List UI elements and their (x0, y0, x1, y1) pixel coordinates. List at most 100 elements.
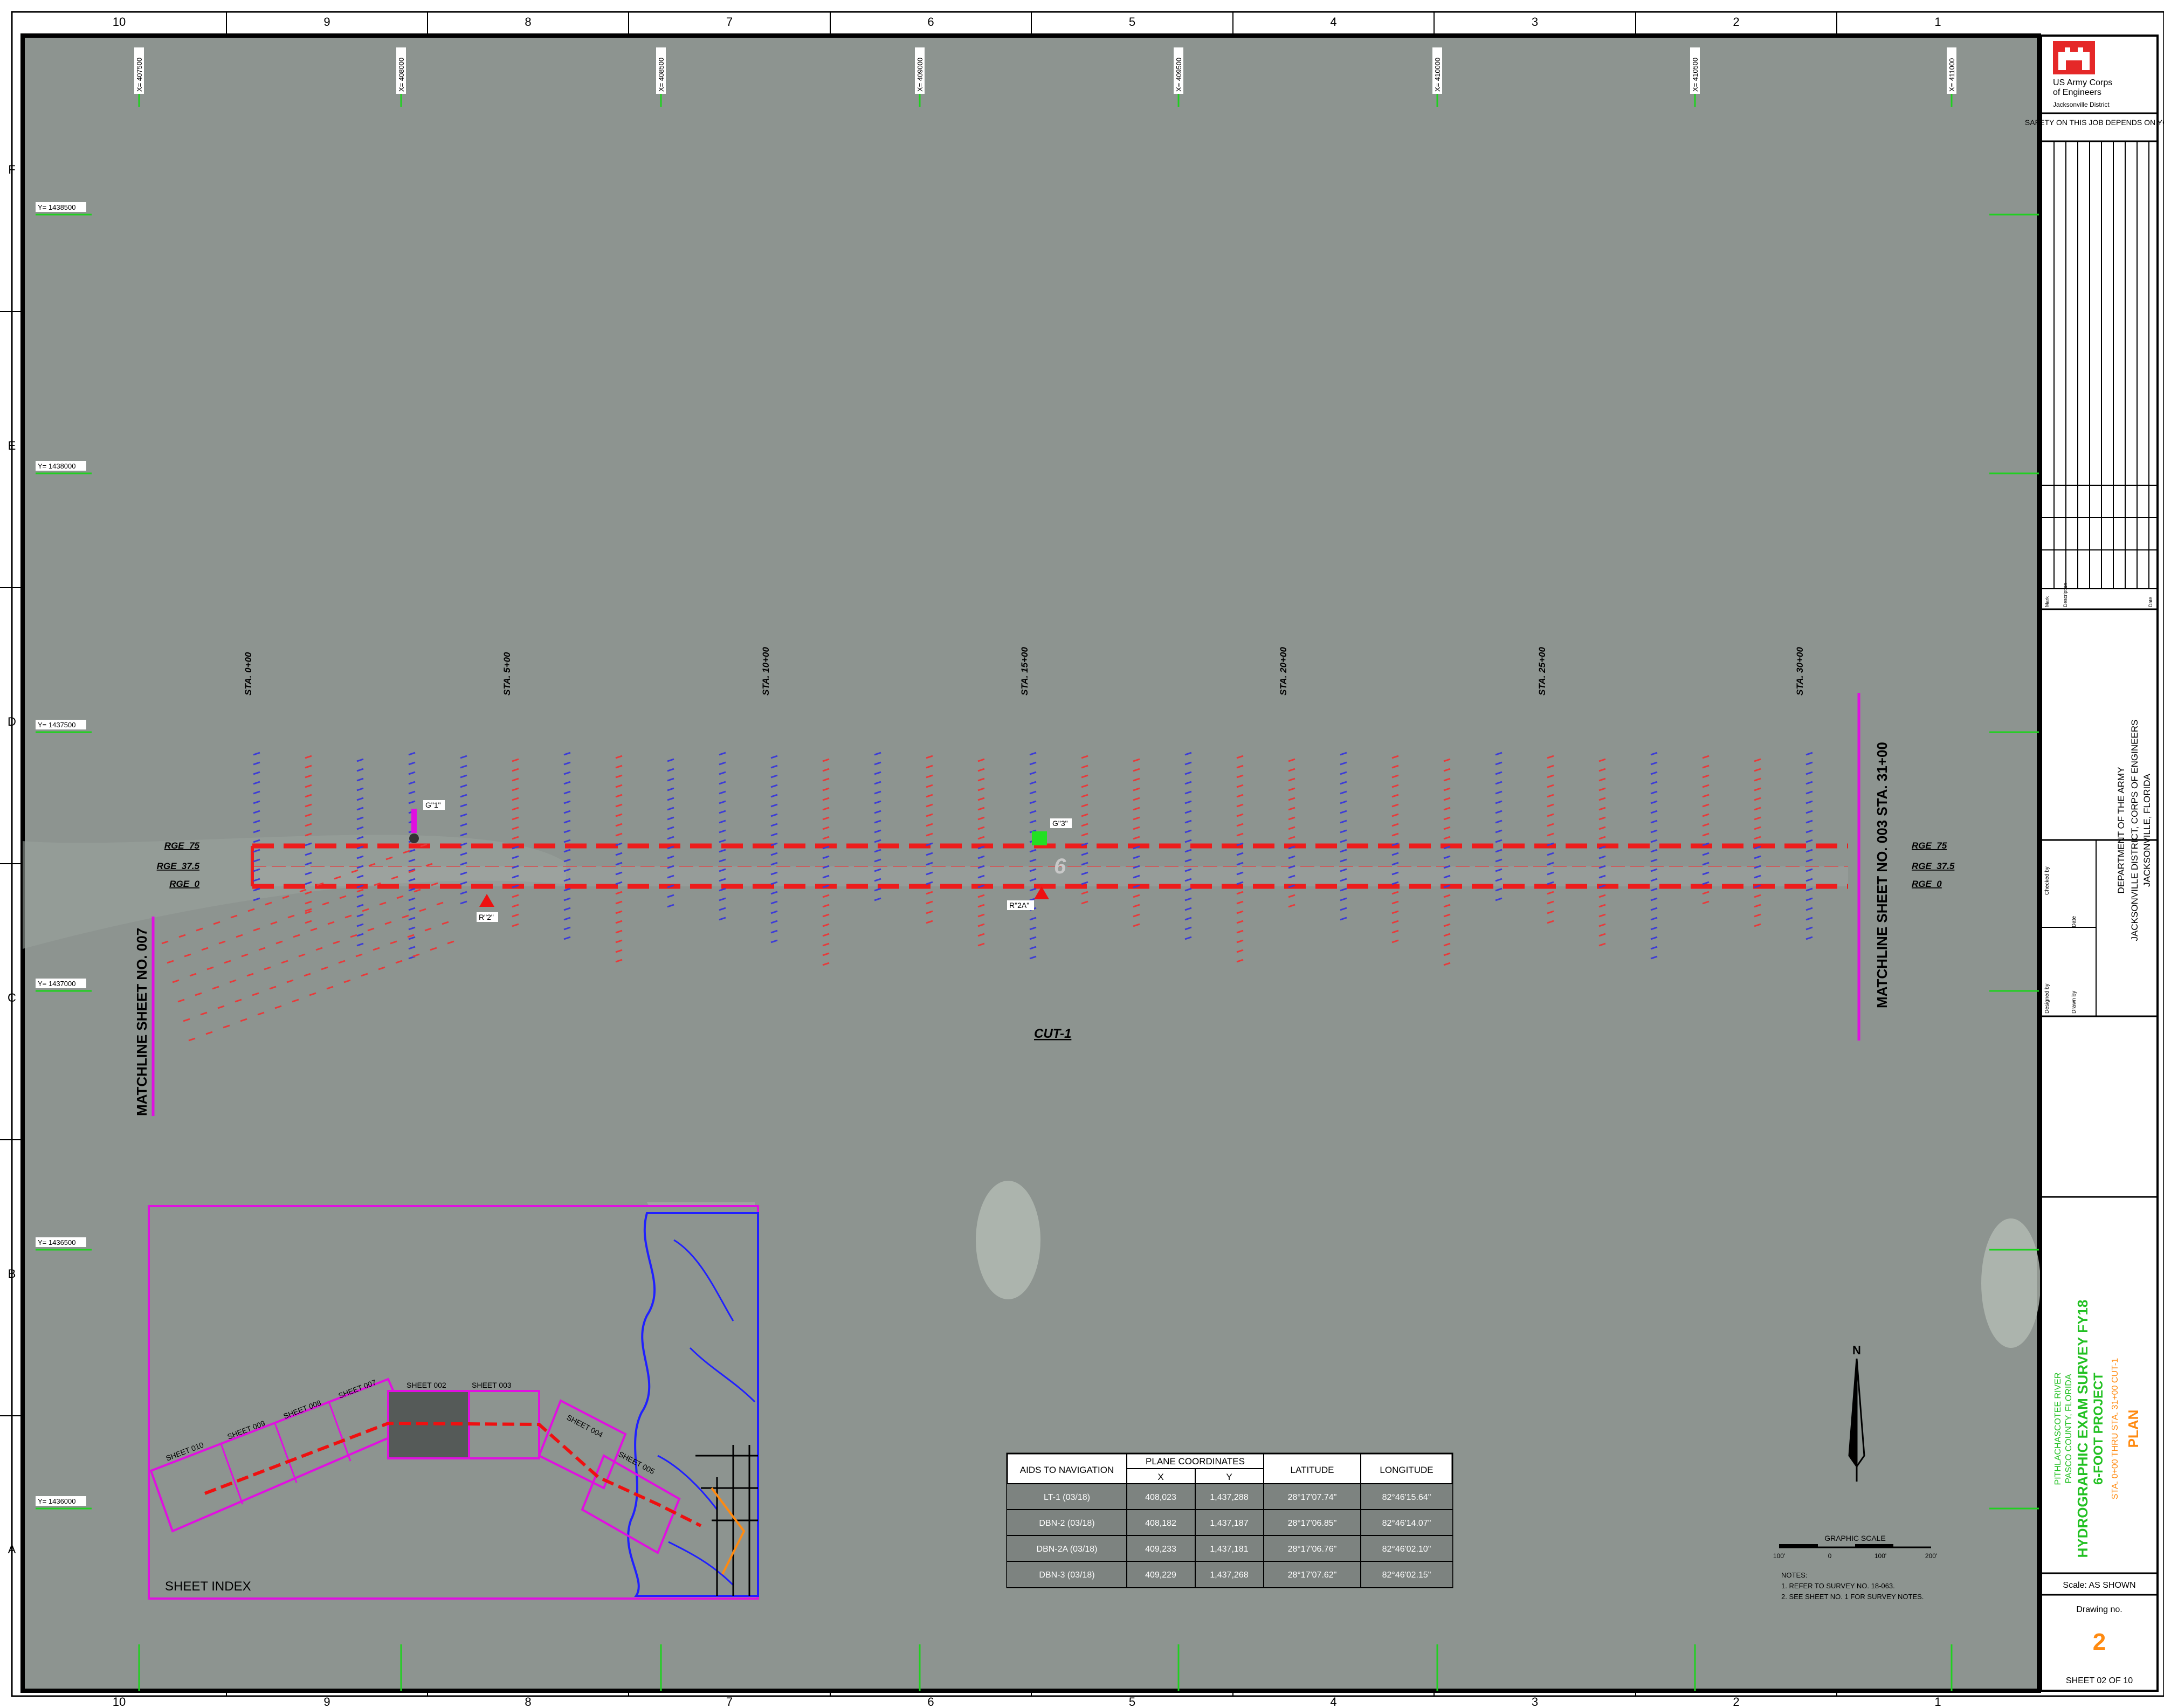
aids-table-cell: LT-1 (03/18) (1044, 1493, 1090, 1502)
cut-label: CUT-1 (1034, 1027, 1071, 1041)
channel-fill (252, 866, 1848, 886)
drawing-title-2: 6-FOOT PROJECT (2091, 1373, 2106, 1485)
x-grid-label: X= 411000 (1948, 58, 1956, 92)
x-grid-label: X= 409500 (1175, 58, 1183, 92)
station-label: STA. 20+00 (1278, 647, 1288, 695)
station-label: STA. 15+00 (1019, 647, 1030, 695)
checked-by-label: Checked by (2044, 866, 2050, 895)
column-label-bottom: 9 (323, 1695, 330, 1708)
aids-header-y: Y (1226, 1472, 1232, 1482)
aids-table-cell: 28°17'07.62" (1288, 1571, 1337, 1580)
column-label-bottom: 4 (1330, 1695, 1336, 1708)
column-label-bottom: 2 (1733, 1695, 1739, 1708)
column-label-top: 8 (525, 15, 531, 29)
y-grid-label: Y= 1437000 (38, 980, 75, 988)
note-2: 2. SEE SHEET NO. 1 FOR SURVEY NOTES. (1781, 1593, 1924, 1601)
aids-header-x: X (1157, 1472, 1163, 1482)
scale-bar-fill-1 (1779, 1544, 1818, 1547)
aid-g1-base (409, 834, 419, 843)
aid-r2-label: R"2" (479, 913, 494, 921)
aids-table-cell: 1,437,181 (1210, 1545, 1248, 1554)
drawing-no-label: Drawing no. (2076, 1605, 2122, 1614)
drawing-subtitle: STA. 0+00 THRU STA. 31+00 CUT-1 (2111, 1358, 2120, 1499)
drawing-plan-label: PLAN (2125, 1410, 2141, 1448)
y-grid-label: Y= 1436000 (38, 1497, 75, 1505)
column-label-bottom: 6 (927, 1695, 934, 1708)
column-label-bottom: 8 (525, 1695, 531, 1708)
row-label: C (8, 991, 16, 1004)
x-grid-label: X= 410500 (1691, 58, 1699, 92)
aids-table-cell: 409,229 (1145, 1571, 1176, 1580)
aids-table-cell: 82°46'14.07" (1382, 1519, 1431, 1528)
index-label-003: SHEET 003 (472, 1381, 512, 1389)
sheet-of: SHEET 02 OF 10 (2066, 1676, 2133, 1685)
aids-header-plane: PLANE COORDINATES (1146, 1456, 1245, 1466)
aids-header-lon: LONGITUDE (1380, 1465, 1433, 1475)
range-label-right: RGE_37.5 (1912, 861, 1955, 871)
sheet-index-title: SHEET INDEX (165, 1579, 251, 1594)
aid-g1-label: G"1" (425, 801, 441, 809)
aids-table-cell: 82°46'02.10" (1382, 1545, 1431, 1554)
drawn-by-label: Drawn by (2071, 991, 2077, 1014)
rev-header-description: Description (2063, 583, 2068, 607)
x-grid-label: X= 408000 (397, 58, 405, 92)
aids-header-lat: LATITUDE (1291, 1465, 1334, 1475)
aids-table-cell: 1,437,187 (1210, 1519, 1248, 1528)
dept-line2: JACKSONVILLE DISTRICT, CORPS OF ENGINEER… (2129, 720, 2140, 941)
date-label: Date (2071, 915, 2077, 927)
aids-table-cell: 28°17'07.74" (1288, 1493, 1337, 1502)
aid-g3-label: G"3" (1052, 819, 1068, 828)
row-label: F (8, 163, 15, 176)
range-label-right: RGE_0 (1912, 879, 1942, 889)
sheet-index-inset: SHEET INDEX SHEET 010 SHEET 009 SHEET 00… (149, 1206, 758, 1599)
column-label-top: 6 (927, 15, 934, 29)
title-block: US Army Corps of Engineers Jacksonville … (2025, 36, 2164, 1691)
matchline-right-label: MATCHLINE SHEET NO. 003 STA. 31+00 (1874, 742, 1890, 1008)
aids-table-cell: 408,023 (1145, 1493, 1176, 1502)
shoal-island (976, 1181, 1040, 1299)
aids-table-cell: 1,437,288 (1210, 1493, 1248, 1502)
drawing-no: 2 (2093, 1629, 2106, 1655)
row-label: B (8, 1267, 16, 1280)
station-label: STA. 30+00 (1795, 647, 1805, 695)
scale-bar-fill-2 (1855, 1544, 1893, 1547)
x-grid-label: X= 410000 (1434, 58, 1442, 92)
scale-text: Scale: AS SHOWN (2063, 1581, 2135, 1590)
shoal-island-east (1981, 1218, 2041, 1348)
matchline-left-label: MATCHLINE SHEET NO. 007 (134, 928, 150, 1116)
drawing-title-1: HYDROGRAPHIC EXAM SURVEY FY18 (2075, 1300, 2091, 1558)
row-label: D (8, 715, 16, 728)
aids-table-cell: 28°17'06.85" (1288, 1519, 1337, 1528)
aid-r2a-label: R"2A" (1009, 901, 1029, 910)
agency-line1: US Army Corps (2053, 78, 2112, 87)
y-grid-label: Y= 1438000 (38, 462, 75, 470)
aid-g3-square (1032, 831, 1047, 845)
rev-header-date: Date (2148, 597, 2153, 607)
column-label-top: 2 (1733, 15, 1739, 29)
column-label-bottom: 5 (1129, 1695, 1135, 1708)
y-grid-label: Y= 1436500 (38, 1238, 75, 1246)
x-grid-label: X= 409000 (916, 58, 924, 92)
aids-table-cell: 409,233 (1145, 1545, 1176, 1554)
range-label-right: RGE_75 (1912, 841, 1947, 851)
agency-line2: of Engineers (2053, 88, 2101, 97)
column-label-top: 10 (113, 15, 126, 29)
aids-header-aid: AIDS TO NAVIGATION (1020, 1465, 1114, 1475)
column-label-top: 7 (726, 15, 733, 29)
scale-tick-0: 100' (1773, 1552, 1785, 1560)
aid-g1-marker (411, 809, 417, 833)
y-grid-label: Y= 1437500 (38, 721, 75, 729)
graphic-scale-title: GRAPHIC SCALE (1824, 1534, 1886, 1542)
range-label-left: RGE_0 (169, 879, 199, 889)
channel-depth-label: 6 (1054, 855, 1066, 878)
row-label: A (8, 1542, 16, 1556)
aids-table-cell: 1,437,268 (1210, 1571, 1248, 1580)
column-label-top: 1 (1934, 15, 1941, 29)
x-grid-label: X= 408500 (657, 58, 665, 92)
x-grid-label: X= 407500 (135, 58, 143, 92)
county-name: PASCO COUNTY, FLORIDA (2064, 1374, 2073, 1483)
aids-table-cell: DBN-2 (03/18) (1039, 1519, 1094, 1528)
row-label: E (8, 439, 16, 452)
range-label-left: RGE_75 (164, 841, 200, 851)
aids-table-cell: 82°46'15.64" (1382, 1493, 1431, 1502)
